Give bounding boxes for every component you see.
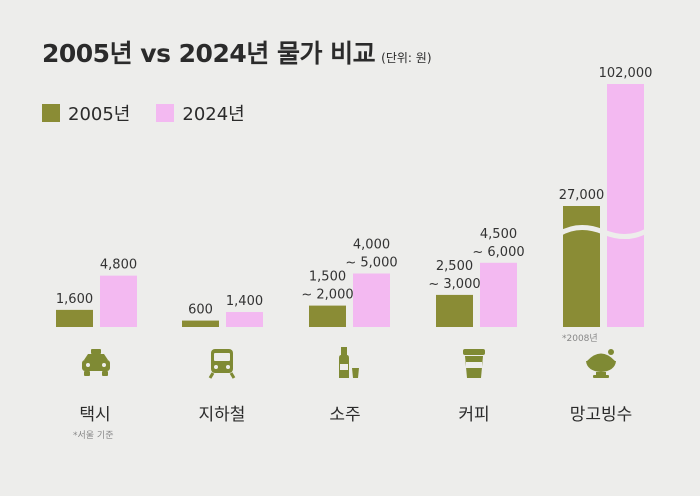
chart-title-text: 2005년 vs 2024년 물가 비교 — [42, 39, 376, 68]
legend-item-2005: 2005년 — [42, 100, 130, 126]
bar-2005-4 — [563, 206, 600, 327]
data-label-2005-1-0: 600 — [188, 303, 213, 318]
legend-label-2024: 2024년 — [182, 104, 245, 125]
category-label-taxi: 택시 — [79, 405, 111, 425]
data-label-2024-2-1: ~ 5,000 — [345, 256, 397, 271]
taxi-icon — [82, 349, 110, 376]
bar-2005-1 — [182, 320, 219, 327]
data-label-2005-0-0: 1,600 — [56, 292, 93, 307]
note-2008: *2008년 — [562, 334, 598, 344]
bar-2024-0 — [100, 275, 137, 327]
legend-item-2024: 2024년 — [156, 100, 245, 126]
data-label-2005-2-1: ~ 2,000 — [301, 288, 353, 303]
bar-2005-3 — [436, 294, 473, 327]
soju-bottle-icon — [339, 347, 359, 378]
category-label-bingsu: 망고빙수 — [569, 405, 633, 425]
data-label-2005-4-0: 27,000 — [559, 188, 605, 203]
legend-label-2005: 2005년 — [68, 104, 131, 125]
data-label-2024-1-0: 1,400 — [226, 294, 263, 309]
data-label-2024-4-0: 102,000 — [599, 66, 653, 81]
data-label-2024-2-0: 4,000 — [353, 238, 390, 253]
category-label-soju: 소주 — [329, 405, 361, 425]
unit-label: (단위: 원) — [381, 51, 432, 65]
bar-2024-3 — [480, 262, 517, 327]
legend-swatch-2005 — [42, 104, 60, 122]
coffee-cup-icon — [463, 349, 485, 378]
legend: 2005년 2024년 — [42, 100, 271, 126]
axis-break-mark — [557, 225, 650, 239]
data-label-2024-0-0: 4,800 — [100, 258, 137, 273]
bar-2005-2 — [309, 305, 346, 327]
bar-2005-0 — [56, 309, 93, 327]
bar-2024-2 — [353, 273, 390, 327]
bingsu-bowl-icon — [586, 349, 616, 378]
note-seoul-basis: *서울 기준 — [73, 431, 114, 441]
data-label-2005-3-1: ~ 3,000 — [428, 277, 480, 292]
data-label-2005-3-0: 2,500 — [436, 259, 473, 274]
bar-2024-4 — [607, 84, 644, 327]
category-label-coffee: 커피 — [458, 405, 490, 425]
data-label-2005-2-0: 1,500 — [309, 270, 346, 285]
legend-swatch-2024 — [156, 104, 175, 122]
category-label-subway: 지하철 — [198, 405, 246, 425]
data-label-2024-3-1: ~ 6,000 — [472, 245, 524, 260]
subway-icon — [208, 349, 236, 379]
data-label-2024-3-0: 4,500 — [480, 227, 517, 242]
bar-2024-1 — [226, 312, 263, 327]
chart-title: 2005년 vs 2024년 물가 비교 (단위: 원) — [42, 34, 432, 70]
